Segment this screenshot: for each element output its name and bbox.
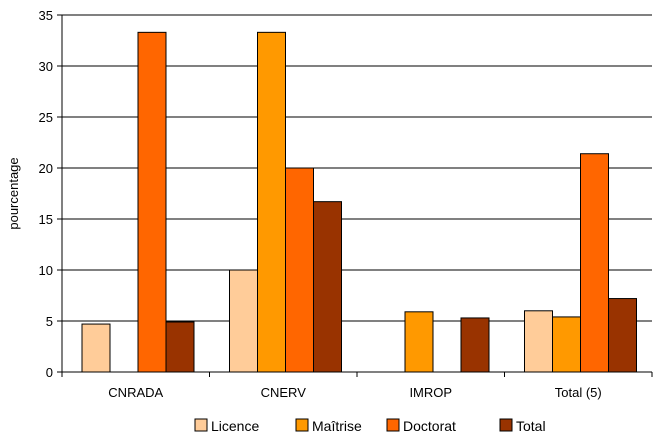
y-tick-label: 20 — [39, 161, 53, 176]
legend-label-maîtrise: Maîtrise — [312, 418, 362, 434]
bar-total-3 — [608, 298, 637, 373]
legend-swatch-doctorat — [386, 418, 400, 432]
x-tick-label: CNRADA — [108, 385, 163, 400]
y-tick-label: 35 — [39, 8, 53, 23]
legend-label-doctorat: Doctorat — [403, 418, 456, 434]
bar-total-2 — [460, 317, 490, 373]
bar-maîtrise-1 — [257, 31, 286, 373]
y-axis-title: pourcentage — [6, 157, 21, 229]
y-tick-label: 15 — [39, 212, 53, 227]
legend-swatch-maîtrise — [295, 418, 309, 432]
bar-licence-0 — [81, 323, 111, 373]
legend-swatch-total — [499, 418, 513, 432]
bar-licence-3 — [524, 310, 553, 373]
bar-doctorat-0 — [137, 31, 167, 373]
legend-label-total: Total — [516, 418, 546, 434]
bar-doctorat-3 — [580, 153, 609, 373]
x-tick-labels: CNRADA CNERV IMROP Total (5) — [108, 385, 601, 400]
y-tick-labels: 0 5 10 15 20 25 30 35 — [39, 8, 53, 380]
x-tick-label: CNERV — [261, 385, 307, 400]
bar-maîtrise-2 — [404, 311, 434, 373]
legend-label-licence: Licence — [211, 418, 259, 434]
bar-licence-1 — [229, 269, 258, 373]
x-tick-label: Total (5) — [555, 385, 602, 400]
bar-total-1 — [313, 201, 342, 373]
bar-doctorat-1 — [285, 167, 314, 373]
axes — [57, 14, 653, 377]
x-tick-label: IMROP — [409, 385, 452, 400]
y-tick-label: 10 — [39, 263, 53, 278]
y-tick-label: 5 — [46, 314, 53, 329]
y-tick-label: 30 — [39, 59, 53, 74]
bars — [81, 31, 637, 373]
bar-total-0 — [165, 321, 195, 373]
y-tick-label: 25 — [39, 110, 53, 125]
legend: Licence Maîtrise Doctorat Total — [194, 418, 546, 434]
y-tick-label: 0 — [46, 365, 53, 380]
legend-swatch-licence — [194, 418, 208, 432]
bar-maîtrise-3 — [552, 316, 581, 373]
